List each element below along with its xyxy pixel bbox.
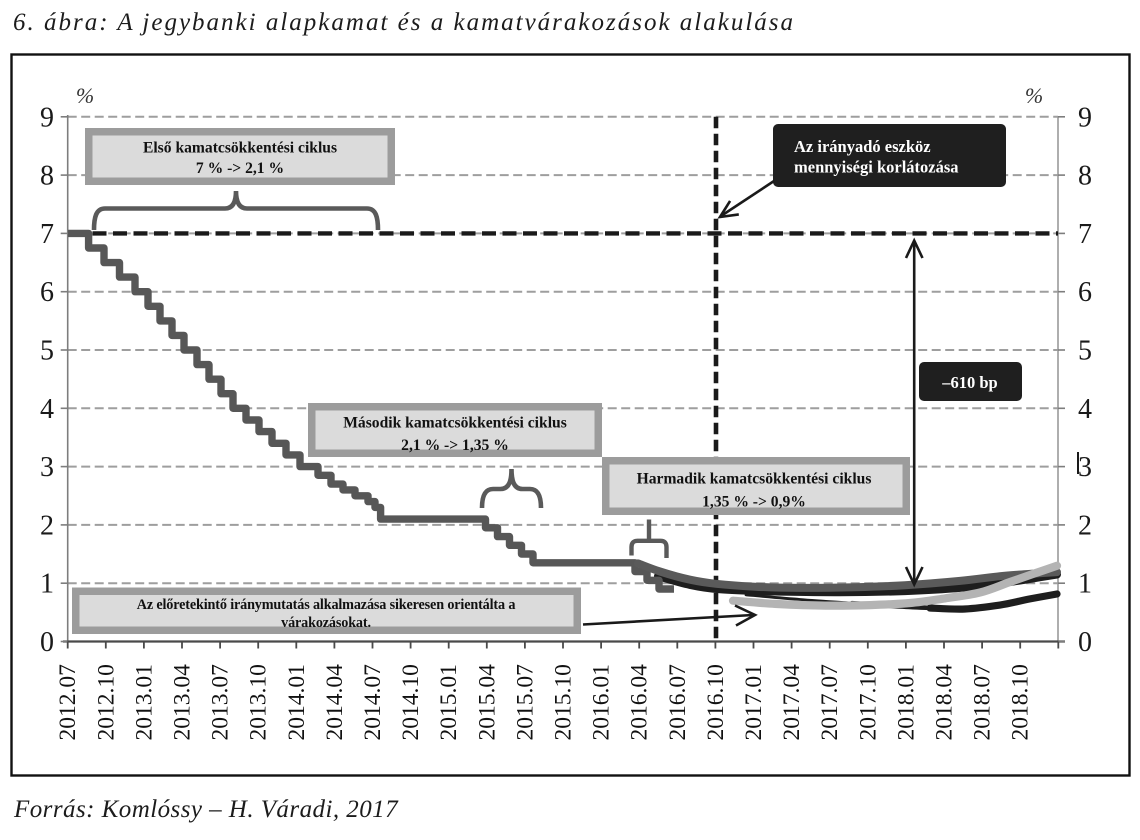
svg-text:2013.10: 2013.10 [246, 664, 272, 740]
svg-text:2018.01: 2018.01 [893, 664, 919, 740]
svg-text:9: 9 [1078, 102, 1092, 133]
svg-text:2016.07: 2016.07 [665, 664, 691, 741]
svg-text:6: 6 [40, 277, 54, 308]
svg-text:várakozásokat.: várakozásokat. [281, 615, 371, 631]
svg-text:2015.01: 2015.01 [436, 664, 462, 740]
svg-text:2014.01: 2014.01 [284, 664, 310, 740]
svg-text:8: 8 [1078, 161, 1092, 192]
svg-text:4: 4 [1078, 394, 1092, 425]
svg-text:2014.07: 2014.07 [360, 664, 386, 741]
svg-text:2015.04: 2015.04 [474, 664, 500, 741]
svg-text:9: 9 [40, 102, 54, 133]
svg-text:1: 1 [1078, 569, 1092, 600]
svg-text:8: 8 [40, 161, 54, 192]
svg-text:0: 0 [40, 627, 54, 658]
svg-text:2017.10: 2017.10 [855, 664, 881, 740]
svg-text:2018.07: 2018.07 [970, 664, 996, 741]
svg-text:6. ábra: A jegybanki alapkamat: 6. ábra: A jegybanki alapkamat és a kama… [13, 9, 795, 36]
svg-text:5: 5 [1078, 336, 1092, 367]
svg-text:2013.04: 2013.04 [170, 664, 196, 741]
svg-text:2016.10: 2016.10 [703, 664, 729, 740]
svg-text:2017.01: 2017.01 [741, 664, 767, 740]
svg-text:2,1 % -> 1,35 %: 2,1 % -> 1,35 % [401, 437, 509, 454]
svg-text:7 % -> 2,1 %: 7 % -> 2,1 % [196, 160, 284, 177]
svg-text:5: 5 [40, 336, 54, 367]
svg-text:2018.04: 2018.04 [932, 664, 958, 741]
svg-text:Az irányadó eszköz: Az irányadó eszköz [794, 137, 931, 156]
svg-text:mennyiségi korlátozása: mennyiségi korlátozása [794, 158, 959, 177]
svg-text:2013.01: 2013.01 [131, 664, 157, 740]
svg-text:2012.10: 2012.10 [93, 664, 119, 740]
svg-text:2015.07: 2015.07 [512, 664, 538, 741]
svg-text:2013.07: 2013.07 [208, 664, 234, 741]
svg-text:3: 3 [1078, 452, 1092, 483]
svg-text:4: 4 [40, 394, 54, 425]
svg-text:%: % [1025, 83, 1043, 108]
svg-text:Első kamatcsökkentési ciklus: Első kamatcsökkentési ciklus [143, 140, 337, 157]
svg-text:7: 7 [1078, 219, 1092, 250]
svg-text:2015.10: 2015.10 [551, 664, 577, 740]
svg-text:2014.04: 2014.04 [322, 664, 348, 741]
svg-text:1,35 % -> 0,9%: 1,35 % -> 0,9% [702, 494, 806, 511]
svg-text:Az előretekintő iránymutatás a: Az előretekintő iránymutatás alkalmazása… [137, 597, 516, 613]
svg-text:Második kamatcsökkentési ciklu: Második kamatcsökkentési ciklus [343, 415, 567, 432]
svg-text:2017.07: 2017.07 [817, 664, 843, 741]
svg-text:1: 1 [40, 569, 54, 600]
svg-text:0: 0 [1078, 627, 1092, 658]
svg-text:–610 bp: –610 bp [941, 373, 997, 392]
svg-text:2: 2 [1078, 510, 1092, 541]
svg-text:6: 6 [1078, 277, 1092, 308]
svg-text:2016.04: 2016.04 [627, 664, 653, 741]
svg-text:2: 2 [40, 510, 54, 541]
svg-text:2016.01: 2016.01 [589, 664, 615, 740]
svg-text:Harmadik kamatcsökkentési cikl: Harmadik kamatcsökkentési ciklus [637, 471, 872, 488]
svg-text:2014.10: 2014.10 [398, 664, 424, 740]
svg-text:7: 7 [40, 219, 54, 250]
svg-text:2012.07: 2012.07 [55, 664, 81, 741]
svg-text:Forrás: Komlóssy – H. Váradi,: Forrás: Komlóssy – H. Váradi, 2017 [13, 796, 399, 823]
svg-text:%: % [76, 83, 94, 108]
svg-text:2017.04: 2017.04 [779, 664, 805, 741]
svg-text:2018.10: 2018.10 [1008, 664, 1034, 740]
svg-text:3: 3 [40, 452, 54, 483]
